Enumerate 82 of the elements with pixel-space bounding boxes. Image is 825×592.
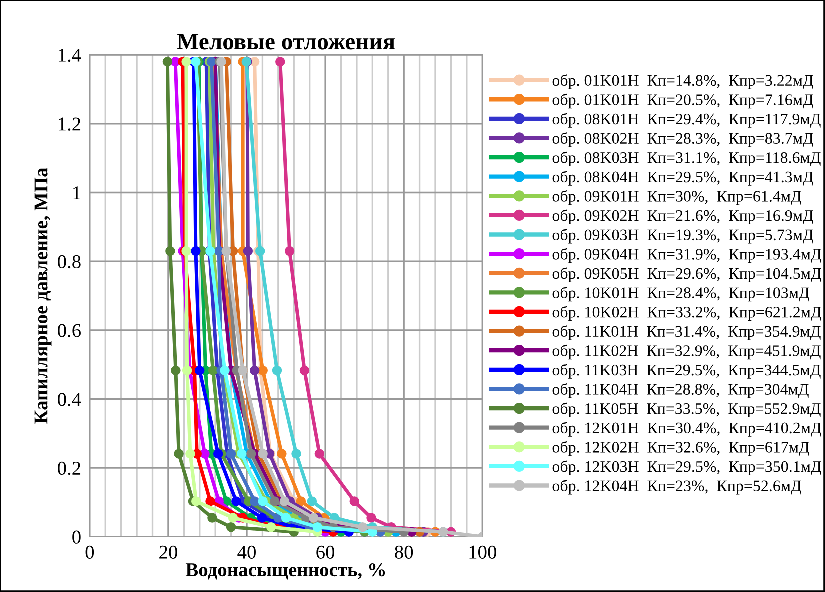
point bbox=[280, 496, 290, 506]
point bbox=[208, 366, 218, 376]
point bbox=[284, 246, 295, 256]
point bbox=[277, 449, 287, 459]
legend-label: обр. 09K01H Кп=30%, Кпр=61.4мД bbox=[552, 190, 802, 206]
legend-label: обр. 12K01H Кп=30.4%, Кпр=410.2мД bbox=[552, 422, 822, 437]
point bbox=[258, 496, 268, 506]
legend-label: обр. 09K04H Кп=31.9%, Кпр=193.4мД bbox=[552, 248, 822, 264]
legend-label: обр. 11K03H Кп=29.5%, Кпр=344.5мД bbox=[552, 364, 821, 379]
y-tick-label: 1.4 bbox=[58, 48, 82, 62]
x-tick-label: 80 bbox=[395, 546, 414, 559]
point bbox=[243, 246, 254, 256]
legend-label: обр. 12K04H Кп=23%, Кпр=52.6мД bbox=[552, 480, 802, 495]
legend-label: обр. 08K04H Кп=29.5%, Кпр=41.3мД bbox=[552, 171, 814, 186]
legend-label: обр. 12K02H Кп=32.6%, Кпр=617мД bbox=[552, 441, 810, 456]
point bbox=[171, 366, 181, 376]
point bbox=[307, 496, 318, 506]
point bbox=[232, 496, 242, 506]
point bbox=[226, 522, 236, 532]
chart-title: Меловые отложения bbox=[177, 34, 395, 50]
point bbox=[208, 513, 218, 523]
point bbox=[366, 513, 376, 523]
point bbox=[258, 366, 268, 376]
point bbox=[300, 366, 310, 376]
y-tick-label: 0.6 bbox=[58, 324, 82, 338]
point bbox=[258, 449, 268, 459]
point bbox=[191, 496, 202, 506]
point bbox=[281, 513, 292, 523]
y-tick-label: 0.8 bbox=[58, 255, 81, 269]
point bbox=[186, 449, 196, 459]
point bbox=[250, 496, 260, 506]
point bbox=[350, 496, 360, 506]
point bbox=[213, 449, 224, 459]
point bbox=[358, 522, 368, 532]
point bbox=[257, 513, 268, 523]
point bbox=[237, 449, 247, 459]
point bbox=[174, 449, 184, 459]
x-axis-title: Водонасыщенность, % bbox=[186, 563, 386, 580]
point bbox=[195, 366, 205, 376]
point bbox=[206, 496, 216, 506]
y-tick-label: 1 bbox=[74, 186, 80, 200]
y-tick-label: 0 bbox=[72, 530, 81, 544]
point bbox=[182, 57, 192, 67]
legend-label: обр. 10K01H Кп=28.4%, Кпр=103мД bbox=[552, 286, 810, 302]
point bbox=[182, 366, 192, 376]
legend-label: обр. 11K04H Кп=28.8%, Кпр=304мД bbox=[552, 383, 809, 398]
legend-label: обр. 12K03H Кп=29.5%, Кпр=350.1мД bbox=[552, 460, 822, 476]
point bbox=[292, 449, 302, 459]
point bbox=[246, 449, 256, 459]
legend-label: обр. 11K02H Кп=32.9%, Кпр=451.9мД bbox=[552, 344, 821, 360]
legend-label: обр. 01K01H Кп=20.5%, Кпр=7.16мД bbox=[552, 94, 814, 109]
point bbox=[250, 366, 260, 376]
x-tick-label: 0 bbox=[86, 546, 94, 559]
legend-label: обр. 11K05H Кп=33.5%, Кпр=552.9мД bbox=[552, 402, 821, 418]
point bbox=[226, 449, 236, 459]
legend-label: обр. 09K05H Кп=29.6%, Кпр=104.5мД bbox=[552, 268, 822, 282]
legend-label: обр. 10K02H Кп=33.2%, Кпр=621.2мД bbox=[552, 306, 822, 321]
x-tick-label: 20 bbox=[160, 546, 178, 559]
point bbox=[191, 246, 201, 256]
legend-label: обр. 09K02H Кп=21.6%, Кпр=16.9мД bbox=[552, 210, 814, 224]
point bbox=[296, 496, 306, 506]
point bbox=[312, 522, 323, 532]
legend-label: обр. 08K03H Кп=31.1%, Кпр=118.6мД bbox=[552, 152, 821, 167]
point bbox=[272, 366, 282, 376]
point bbox=[228, 513, 238, 523]
x-tick-label: 60 bbox=[316, 546, 335, 559]
y-tick-label: 1.2 bbox=[58, 118, 81, 131]
point bbox=[162, 57, 173, 67]
legend-label: обр. 08K02H Кп=28.3%, Кпр=83.7мД bbox=[552, 132, 814, 148]
y-tick-label: 0.4 bbox=[58, 393, 82, 406]
legend-label: обр. 08K01H Кп=29.4%, Кпр=117.9мД bbox=[552, 113, 821, 128]
x-tick-label: 40 bbox=[238, 546, 256, 559]
y-axis-title: Капиллярное давление, МПа bbox=[34, 168, 52, 424]
legend-label: обр. 01K01H Кп=14.8%, Кпр=3.22мД bbox=[552, 74, 814, 90]
legend-label: обр. 11K01H Кп=31.4%, Кпр=354.9мД bbox=[552, 325, 821, 340]
point bbox=[276, 57, 286, 67]
point bbox=[270, 496, 280, 506]
point bbox=[166, 246, 176, 256]
point bbox=[314, 449, 325, 459]
legend-label: обр. 09K03H Кп=19.3%, Кпр=5.73мД bbox=[552, 228, 814, 244]
y-tick-label: 0.2 bbox=[58, 462, 81, 476]
x-tick-label: 100 bbox=[470, 546, 496, 559]
